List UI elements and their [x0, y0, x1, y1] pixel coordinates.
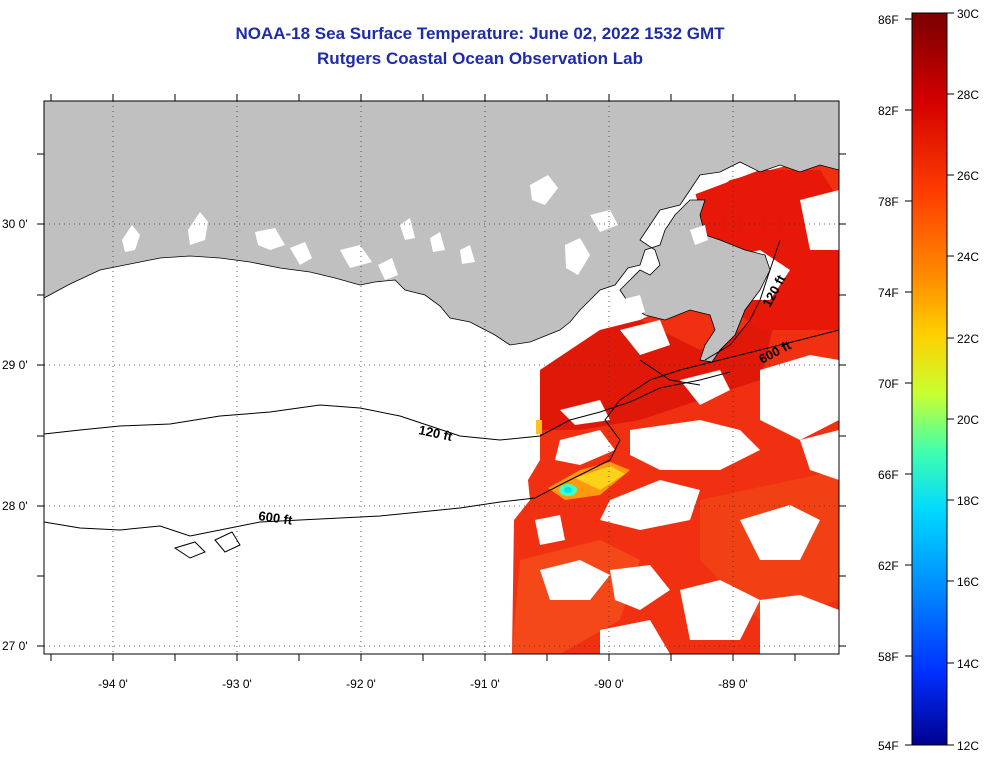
colorbar-ticks-left	[905, 18, 912, 746]
chart-title: NOAA-18 Sea Surface Temperature: June 02…	[235, 24, 725, 43]
latitude-labels: 30 0' 29 0' 28 0' 27 0'	[2, 217, 28, 653]
cloud-mask	[535, 168, 839, 654]
lon-label: -94 0'	[98, 677, 128, 691]
f-label: 86F	[878, 13, 899, 27]
axis-ticks	[37, 94, 846, 661]
lon-label: -89 0'	[718, 677, 748, 691]
f-label: 62F	[878, 559, 899, 573]
lat-label: 27 0'	[2, 639, 28, 653]
lat-label: 28 0'	[2, 499, 28, 513]
c-label: 22C	[957, 332, 979, 346]
contour-120-east	[704, 239, 781, 361]
f-label: 74F	[878, 286, 899, 300]
lon-label: -91 0'	[470, 677, 500, 691]
f-label: 78F	[878, 195, 899, 209]
lon-label: -90 0'	[594, 677, 624, 691]
contour-east-shelf	[639, 359, 701, 386]
contour-120-shelf	[43, 371, 731, 441]
longitude-labels: -94 0' -93 0' -92 0' -91 0' -90 0' -89 0…	[98, 677, 748, 691]
colorbar-ticks-right	[947, 12, 954, 746]
c-label: 28C	[957, 88, 979, 102]
c-label: 20C	[957, 413, 979, 427]
lon-label: -92 0'	[346, 677, 376, 691]
colorbar-fahrenheit-labels: 86F 82F 78F 74F 70F 66F 62F 58F 54F	[878, 13, 899, 753]
c-label: 16C	[957, 575, 979, 589]
bathymetry-contours	[43, 239, 840, 559]
c-label: 24C	[957, 250, 979, 264]
c-label: 14C	[957, 657, 979, 671]
c-label: 26C	[957, 169, 979, 183]
graticule	[44, 101, 839, 654]
lon-label: -93 0'	[222, 677, 252, 691]
contour-label-120-shelf: 120 ft	[417, 422, 454, 444]
f-label: 66F	[878, 468, 899, 482]
c-label: 18C	[957, 494, 979, 508]
lat-label: 30 0'	[2, 217, 28, 231]
contour-600-shelf	[43, 329, 840, 537]
lat-label: 29 0'	[2, 358, 28, 372]
c-label: 12C	[957, 739, 979, 753]
c-label: 30C	[957, 7, 979, 21]
colorbar	[911, 12, 948, 746]
map-frame	[43, 100, 840, 655]
inland-lakes	[122, 175, 708, 318]
contour-label-600-shelf: 600 ft	[258, 508, 294, 528]
f-label: 70F	[878, 377, 899, 391]
f-label: 54F	[878, 739, 899, 753]
chart-subtitle: Rutgers Coastal Ocean Observation Lab	[317, 49, 643, 68]
f-label: 58F	[878, 650, 899, 664]
f-label: 82F	[878, 104, 899, 118]
colorbar-celsius-labels: 30C 28C 26C 24C 22C 20C 18C 16C 14C 12C	[957, 7, 979, 753]
